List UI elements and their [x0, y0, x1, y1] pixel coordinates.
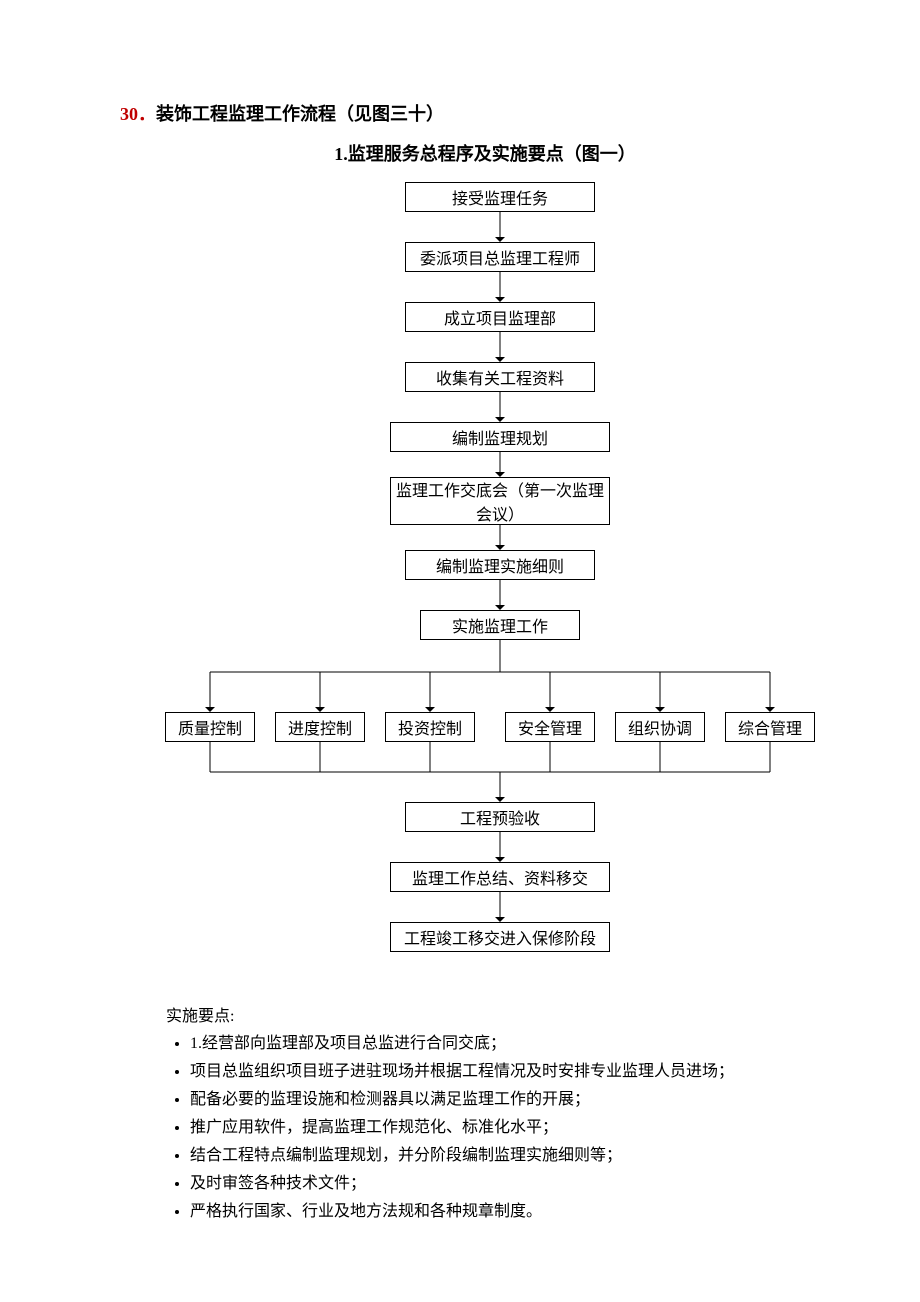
flowchart: 接受监理任务委派项目总监理工程师成立项目监理部收集有关工程资料编制监理规划监理工… — [165, 182, 805, 962]
keypoints-title: 实施要点: — [166, 1002, 850, 1026]
flow-node: 工程预验收 — [405, 802, 595, 832]
keypoint-item: 配备必要的监理设施和检测器具以满足监理工作的开展； — [190, 1088, 850, 1112]
keypoint-item: 结合工程特点编制监理规划，并分阶段编制监理实施细则等； — [190, 1144, 850, 1168]
figure-title: 1.监理服务总程序及实施要点（图一） — [120, 140, 850, 166]
keypoint-item: 严格执行国家、行业及地方法规和各种规章制度。 — [190, 1200, 850, 1224]
flow-node: 投资控制 — [385, 712, 475, 742]
section-title: 装饰工程监理工作流程（见图三十） — [156, 104, 444, 124]
keypoint-item: 1.经营部向监理部及项目总监进行合同交底； — [190, 1032, 850, 1056]
flow-node: 收集有关工程资料 — [405, 362, 595, 392]
flow-node: 编制监理规划 — [390, 422, 610, 452]
keypoint-item: 项目总监组织项目班子进驻现场并根据工程情况及时安排专业监理人员进场； — [190, 1060, 850, 1084]
flow-node: 接受监理任务 — [405, 182, 595, 212]
flow-node: 安全管理 — [505, 712, 595, 742]
flow-node: 综合管理 — [725, 712, 815, 742]
section-number: 30． — [120, 104, 156, 124]
flow-node: 编制监理实施细则 — [405, 550, 595, 580]
flow-node: 质量控制 — [165, 712, 255, 742]
flow-node: 监理工作总结、资料移交 — [390, 862, 610, 892]
keypoint-item: 推广应用软件，提高监理工作规范化、标准化水平； — [190, 1116, 850, 1140]
flow-node: 成立项目监理部 — [405, 302, 595, 332]
flow-node: 实施监理工作 — [420, 610, 580, 640]
flow-node: 组织协调 — [615, 712, 705, 742]
flow-node: 进度控制 — [275, 712, 365, 742]
flow-node: 委派项目总监理工程师 — [405, 242, 595, 272]
flow-node: 监理工作交底会（第一次监理会议） — [390, 477, 610, 525]
flow-node: 工程竣工移交进入保修阶段 — [390, 922, 610, 952]
section-heading: 30．装饰工程监理工作流程（见图三十） — [120, 100, 850, 126]
keypoint-item: 及时审签各种技术文件； — [190, 1172, 850, 1196]
keypoints-list: 1.经营部向监理部及项目总监进行合同交底； 项目总监组织项目班子进驻现场并根据工程… — [190, 1032, 850, 1224]
